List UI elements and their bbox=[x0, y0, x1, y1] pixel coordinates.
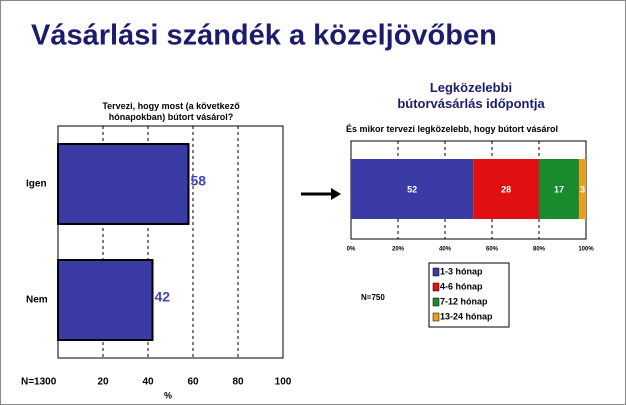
x-tick-label: 40% bbox=[439, 247, 452, 253]
slide-title: Vásárlási szándék a közeljövőben bbox=[31, 20, 497, 52]
x-tick-label: 80% bbox=[533, 247, 546, 253]
legend-label: 1-3 hónap bbox=[440, 266, 483, 276]
value-label: 58 bbox=[191, 173, 207, 189]
arrow-head bbox=[331, 188, 341, 200]
x-tick-label: 80 bbox=[232, 377, 244, 388]
bar-segment bbox=[473, 159, 539, 219]
legend-frame bbox=[428, 262, 510, 328]
x-tick-label: 100 bbox=[275, 377, 292, 388]
bar-segment bbox=[351, 159, 474, 219]
chart-title: Legközelebbi bútorvásárlás időpontja bbox=[397, 80, 545, 111]
legend-swatch bbox=[432, 282, 440, 292]
legend-swatch bbox=[432, 312, 440, 322]
left-subtitle: Tervezi, hogy most (a következő hónapokb… bbox=[102, 101, 240, 122]
x-axis-label: % bbox=[164, 390, 172, 400]
value-label: 52 bbox=[407, 184, 417, 194]
legend-swatch bbox=[432, 297, 440, 307]
x-tick-label: 20% bbox=[392, 247, 405, 253]
legend-label: 7-12 hónap bbox=[440, 296, 488, 306]
note: N=1300 bbox=[21, 377, 57, 388]
bar bbox=[57, 143, 190, 225]
value-label: 42 bbox=[155, 289, 171, 305]
x-tick-label: 60% bbox=[486, 247, 499, 253]
x-tick-label: 40 bbox=[142, 377, 154, 388]
value-label: 17 bbox=[554, 184, 564, 194]
right-subtitle: És mikor tervezi legközelebb, hogy bútor… bbox=[346, 124, 559, 134]
legend-label: 4-6 hónap bbox=[440, 281, 483, 291]
legend-label: 13-24 hónap bbox=[440, 311, 493, 321]
category-label: Nem bbox=[26, 295, 48, 306]
category-label: Igen bbox=[26, 179, 47, 190]
x-tick-label: 20 bbox=[97, 377, 109, 388]
legend-swatch bbox=[432, 267, 440, 277]
x-tick-label: 0% bbox=[347, 247, 356, 253]
note: N=750 bbox=[361, 293, 385, 302]
value-label: 28 bbox=[501, 184, 511, 194]
x-tick-label: 60 bbox=[187, 377, 199, 388]
x-tick-label: 100% bbox=[578, 247, 594, 253]
bar bbox=[57, 259, 154, 341]
value-label: 3 bbox=[580, 184, 585, 194]
bar-segment bbox=[539, 159, 579, 219]
bar-segment bbox=[578, 159, 586, 219]
